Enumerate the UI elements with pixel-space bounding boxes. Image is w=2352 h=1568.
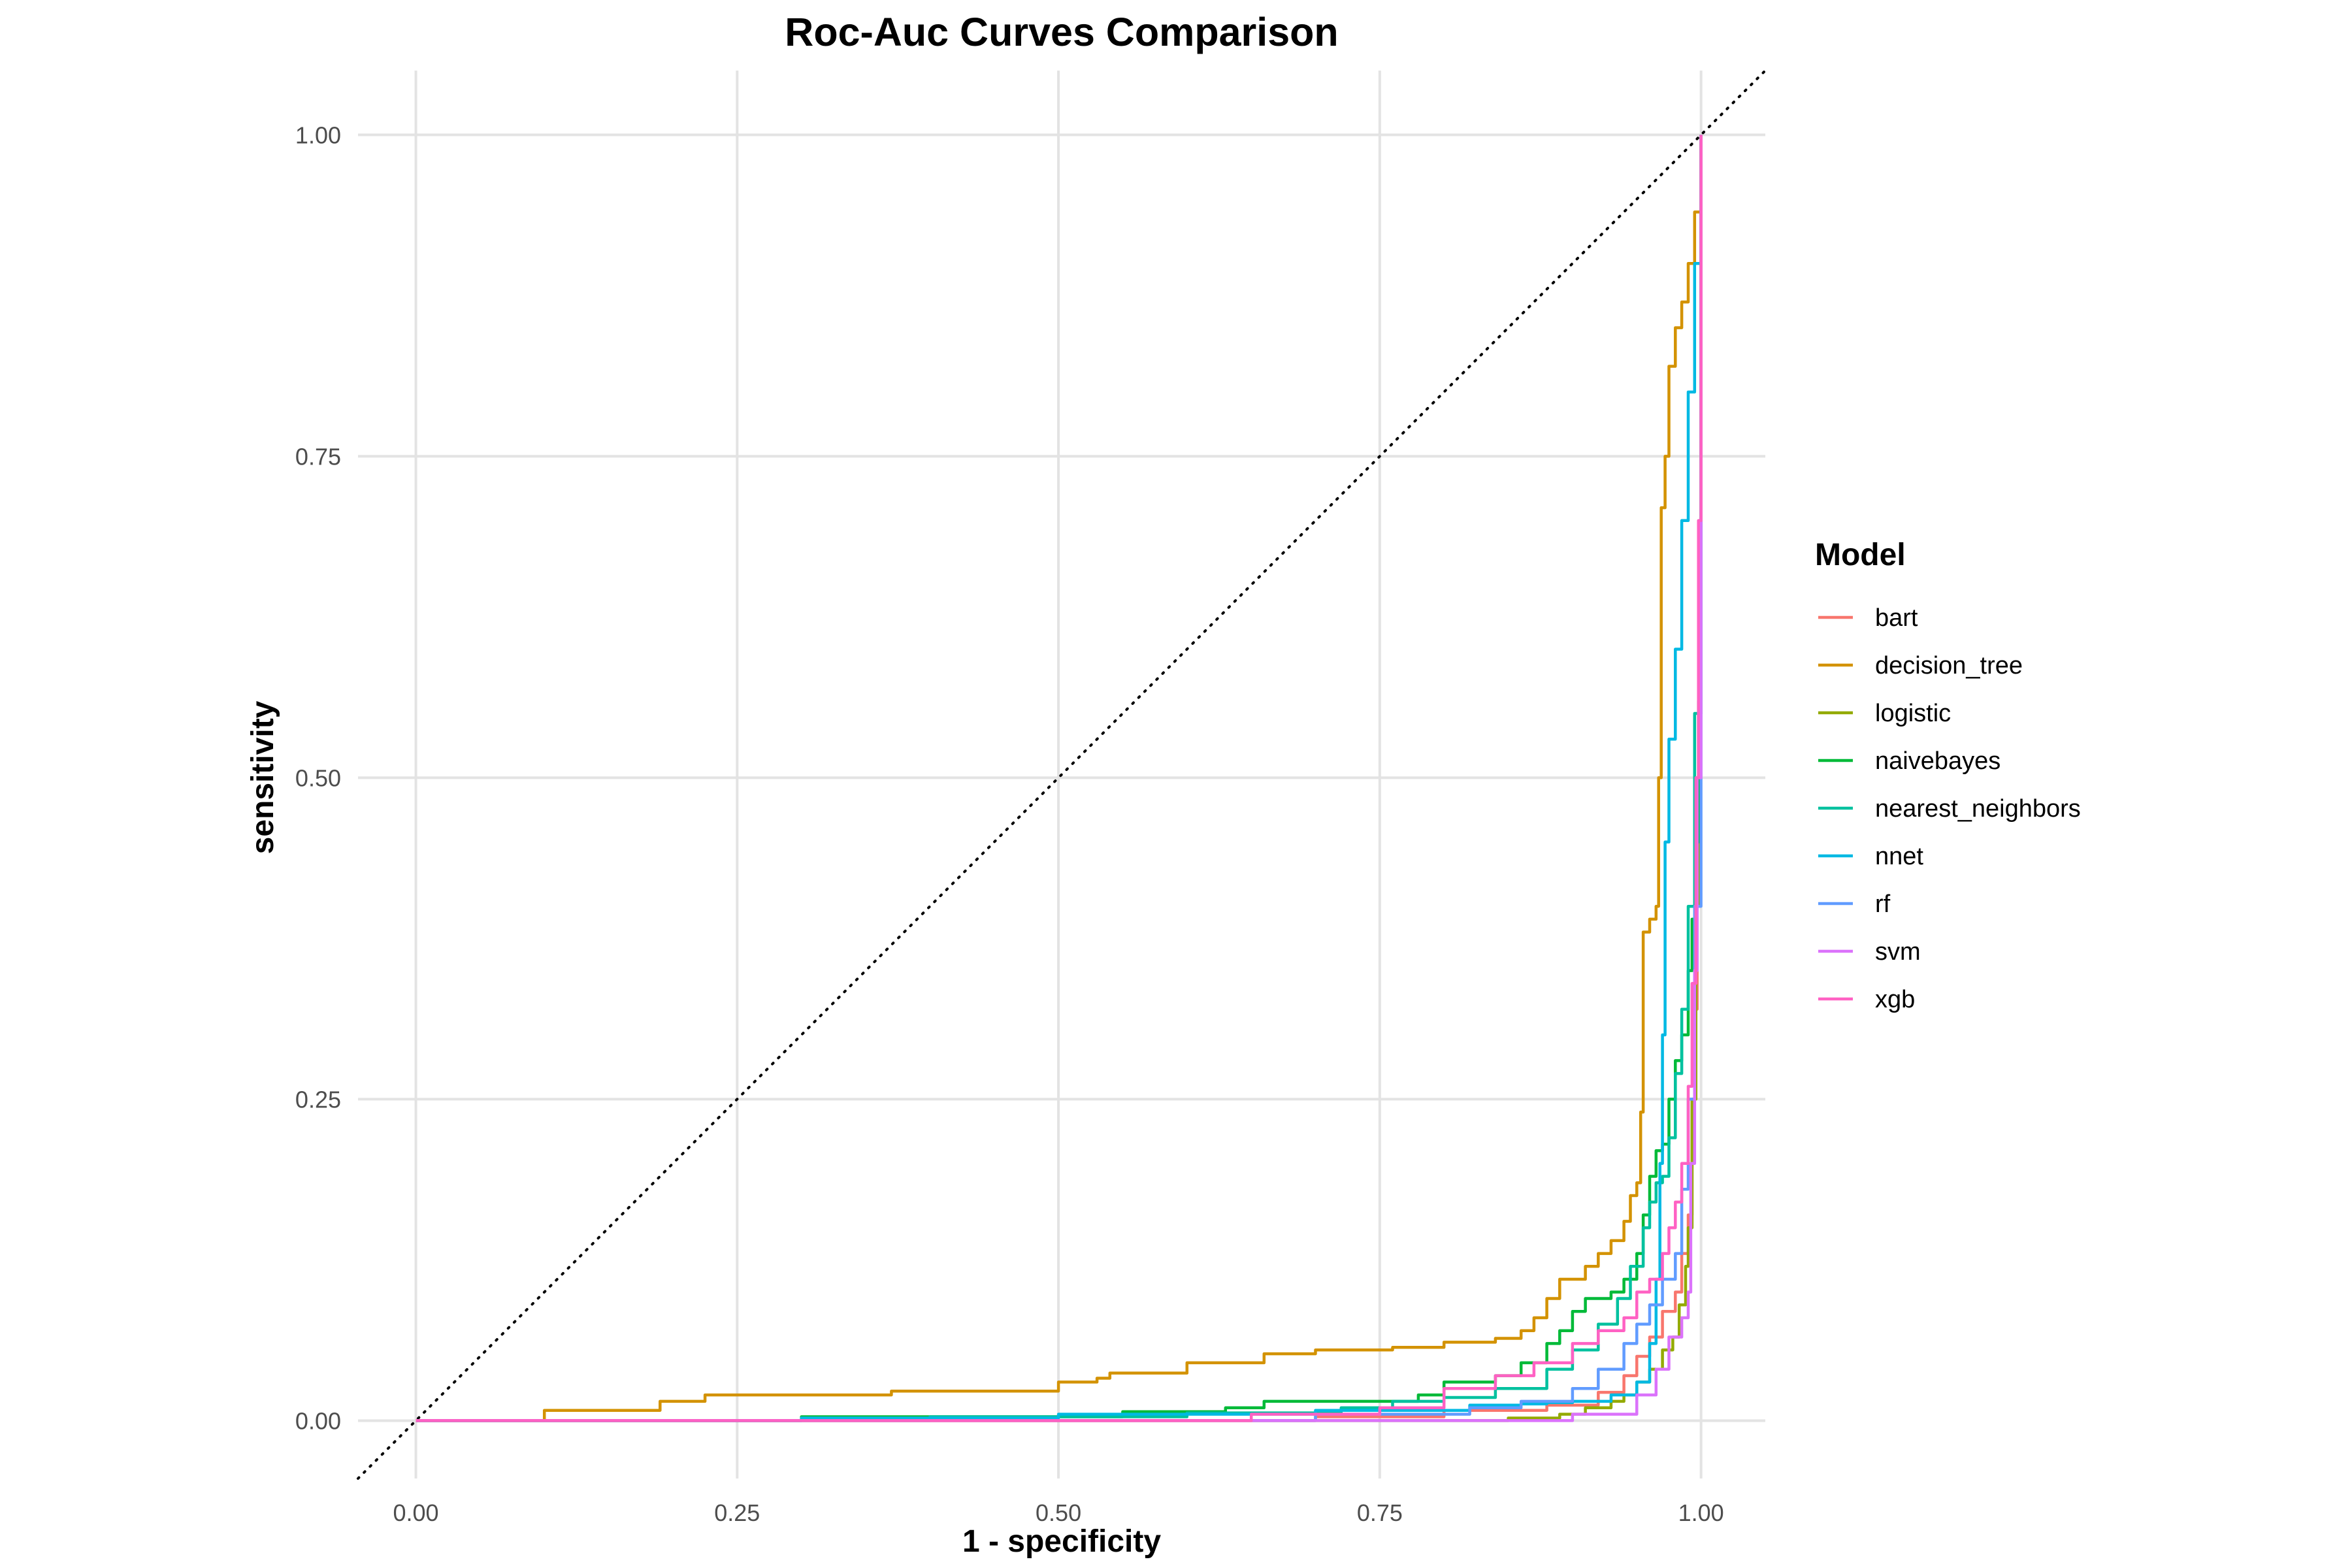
series-line-naivebayes	[416, 135, 1703, 1422]
legend-label-bart: bart	[1875, 604, 1918, 632]
series-line-rf	[416, 135, 1703, 1422]
legend-label-nnet: nnet	[1875, 843, 1923, 870]
legend-label-rf: rf	[1875, 890, 1891, 918]
legend-item-xgb: xgb	[1818, 986, 1915, 1013]
legend-item-svm: svm	[1818, 938, 1921, 966]
legend: Model bart decision_tree logistic naivebaye…	[1815, 538, 2081, 1013]
reference-diagonal	[357, 69, 1767, 1480]
legend-items: bart decision_tree logistic naivebayes neare…	[1818, 604, 2081, 1013]
legend-item-naivebayes: naivebayes	[1818, 747, 2001, 775]
series-line-nnet	[416, 135, 1703, 1422]
x-tick-labels: 0.00 0.25 0.50 0.75 1.00	[393, 1499, 1723, 1526]
legend-item-rf: rf	[1818, 890, 1891, 918]
legend-label-xgb: xgb	[1875, 986, 1915, 1013]
x-tick-label-2: 0.50	[1036, 1499, 1081, 1526]
series-lines	[416, 135, 1703, 1422]
legend-label-naivebayes: naivebayes	[1875, 747, 2001, 775]
legend-item-nnet: nnet	[1818, 843, 1923, 870]
chart-title: Roc-Auc Curves Comparison	[785, 10, 1338, 54]
y-tick-label-0: 0.00	[295, 1407, 341, 1434]
y-tick-label-1: 0.25	[295, 1086, 341, 1113]
diagonal-line	[357, 69, 1767, 1480]
x-tick-label-4: 1.00	[1678, 1499, 1724, 1526]
legend-item-nearest_neighbors: nearest_neighbors	[1818, 795, 2081, 823]
legend-label-decision_tree: decision_tree	[1875, 652, 2023, 679]
legend-item-logistic: logistic	[1818, 700, 1951, 727]
legend-item-bart: bart	[1818, 604, 1918, 632]
y-tick-label-3: 0.75	[295, 443, 341, 470]
y-axis-title: sensitivity	[246, 700, 280, 854]
legend-title: Model	[1815, 538, 1906, 572]
legend-label-nearest_neighbors: nearest_neighbors	[1875, 795, 2081, 823]
legend-label-svm: svm	[1875, 938, 1921, 966]
x-axis-title: 1 - specificity	[962, 1524, 1161, 1559]
legend-label-logistic: logistic	[1875, 700, 1951, 727]
x-tick-label-3: 0.75	[1357, 1499, 1403, 1526]
series-line-xgb	[416, 135, 1703, 1422]
x-tick-label-1: 0.25	[714, 1499, 760, 1526]
y-tick-label-2: 0.50	[295, 764, 341, 791]
series-line-decision_tree	[416, 135, 1703, 1422]
y-tick-label-4: 1.00	[295, 122, 341, 148]
x-tick-label-0: 0.00	[393, 1499, 438, 1526]
legend-item-decision_tree: decision_tree	[1818, 652, 2023, 679]
y-tick-labels: 0.00 0.25 0.50 0.75 1.00	[295, 122, 341, 1434]
